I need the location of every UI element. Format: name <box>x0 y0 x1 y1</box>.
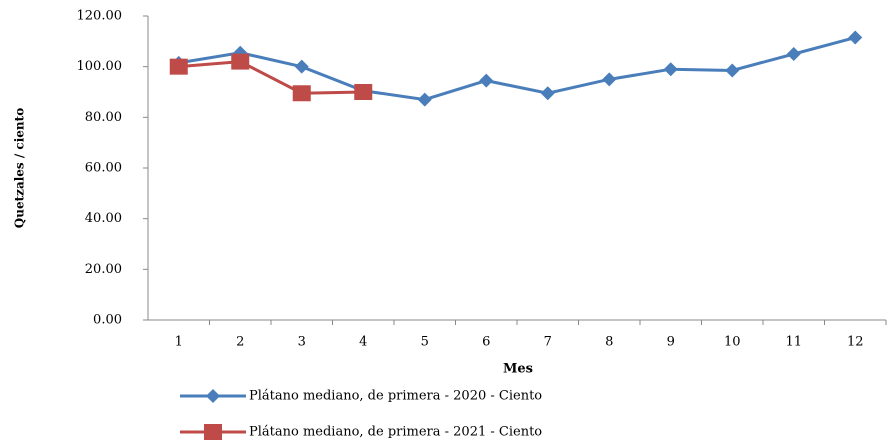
x-axis-label: Mes <box>503 362 533 377</box>
point <box>292 85 311 102</box>
point <box>231 53 250 70</box>
x-tick-label: 9 <box>667 335 675 350</box>
point <box>354 84 373 100</box>
legend-label: Plátano mediano, de primera - 2021 - Cie… <box>249 425 542 440</box>
x-tick-label: 3 <box>298 335 306 350</box>
point <box>169 58 188 75</box>
x-tick-label: 2 <box>236 335 244 350</box>
point <box>540 86 555 101</box>
point <box>663 62 678 77</box>
x-tick-label: 11 <box>785 335 802 350</box>
point <box>479 73 494 88</box>
point <box>417 92 432 107</box>
legend-marker <box>204 424 222 440</box>
y-tick-label: 20.00 <box>85 262 122 277</box>
legend-label: Plátano mediano, de primera - 2020 - Cie… <box>249 389 542 404</box>
x-tick-label: 5 <box>421 335 429 350</box>
point <box>848 30 863 45</box>
y-tick-label: 60.00 <box>85 161 122 176</box>
x-tick-label: 7 <box>544 335 552 350</box>
y-tick-label: 100.00 <box>77 59 123 74</box>
point <box>725 63 740 78</box>
point <box>602 72 617 87</box>
x-tick-label: 12 <box>847 335 864 350</box>
y-axis-label: Quetzales / ciento <box>13 108 27 228</box>
y-tick-label: 120.00 <box>77 9 123 24</box>
series-line <box>178 60 364 95</box>
point <box>294 59 309 74</box>
y-tick-label: 40.00 <box>85 211 122 226</box>
legend-marker <box>206 389 220 403</box>
x-tick-label: 10 <box>724 335 741 350</box>
series-line <box>178 36 856 102</box>
x-tick-label: 4 <box>359 335 367 350</box>
x-tick-label: 8 <box>605 335 613 350</box>
x-tick-label: 1 <box>175 335 183 350</box>
y-tick-label: 80.00 <box>85 110 122 125</box>
x-tick-label: 6 <box>482 335 490 350</box>
point <box>786 47 801 61</box>
y-tick-label: 0.00 <box>93 313 122 328</box>
